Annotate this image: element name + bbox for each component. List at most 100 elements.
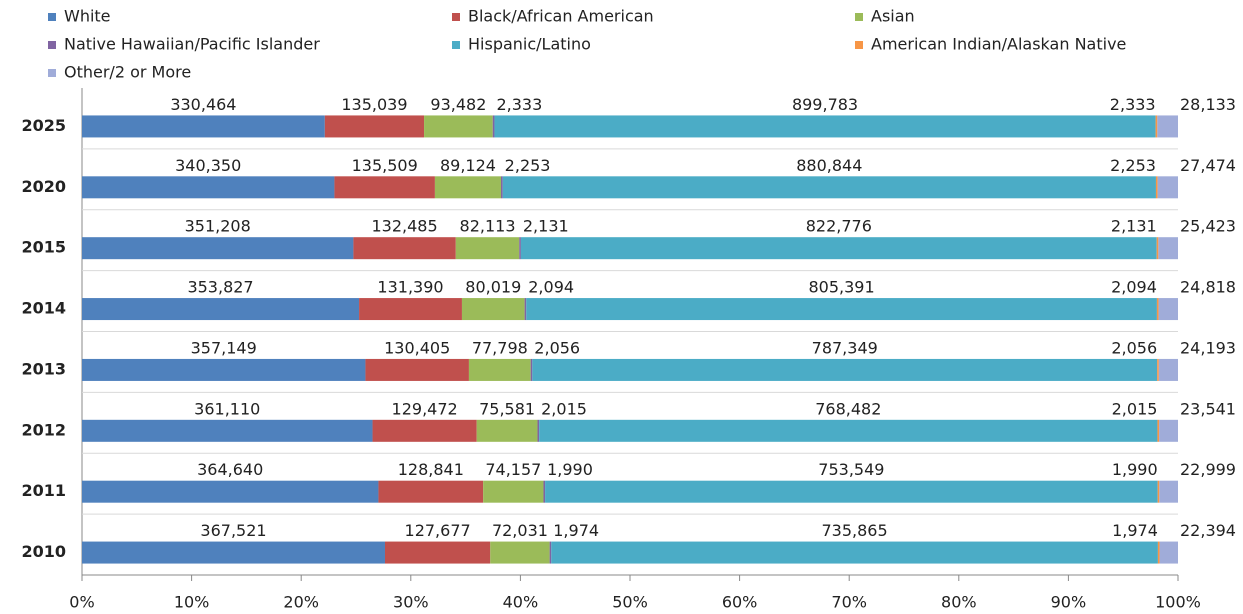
x-tick-label: 50% xyxy=(612,593,648,612)
bar-segment xyxy=(551,541,1158,564)
legend-label: Native Hawaiian/Pacific Islander xyxy=(64,35,320,54)
bar-segment xyxy=(532,358,1158,381)
data-label: 75,581 xyxy=(479,399,535,418)
x-tick-label: 100% xyxy=(1155,593,1201,612)
data-label: 89,124 xyxy=(440,156,496,175)
legend-swatch xyxy=(855,13,863,21)
bar-segment xyxy=(455,237,520,260)
bar-segment xyxy=(501,176,503,199)
bar-segment xyxy=(434,176,502,199)
bar-segment xyxy=(1158,298,1178,321)
bar-segment xyxy=(82,115,325,138)
legend-label: Asian xyxy=(871,7,915,26)
bar-segment xyxy=(82,358,366,381)
y-tick-label: 2012 xyxy=(21,420,66,439)
x-tick-label: 20% xyxy=(283,593,319,612)
data-label: 353,827 xyxy=(187,278,253,297)
bar-segment xyxy=(82,237,354,260)
data-label: 330,464 xyxy=(170,95,236,114)
data-label: 2,056 xyxy=(534,338,580,357)
x-tick-label: 90% xyxy=(1051,593,1087,612)
data-label: 130,405 xyxy=(384,338,450,357)
bar-segment xyxy=(82,480,379,503)
bar-segment xyxy=(1158,358,1178,381)
bar-segment xyxy=(1157,358,1159,381)
data-label: 22,999 xyxy=(1180,460,1236,479)
x-tick-label: 80% xyxy=(941,593,977,612)
data-label: 24,818 xyxy=(1180,278,1236,297)
data-label: 27,474 xyxy=(1180,156,1236,175)
bar-segment xyxy=(1155,115,1158,138)
data-label: 74,157 xyxy=(485,460,541,479)
data-label: 2,015 xyxy=(541,399,587,418)
data-label: 2,253 xyxy=(505,156,551,175)
bar-segment xyxy=(384,541,491,564)
legend-swatch xyxy=(48,13,56,21)
bar-segment xyxy=(1157,115,1178,138)
legend-label: Other/2 or More xyxy=(64,63,191,82)
bar-segment xyxy=(1159,480,1178,503)
data-label: 72,031 xyxy=(492,521,548,540)
data-label: 753,549 xyxy=(818,460,884,479)
bar-segment xyxy=(539,419,1158,442)
bar-segment xyxy=(378,480,484,503)
y-tick-label: 2020 xyxy=(21,177,66,196)
legend-label: Hispanic/Latino xyxy=(468,35,591,54)
bar-segment xyxy=(492,115,495,138)
data-label: 127,677 xyxy=(405,521,471,540)
bar-segment xyxy=(1157,419,1160,442)
data-label: 340,350 xyxy=(175,156,241,175)
data-label: 367,521 xyxy=(200,521,266,540)
legend-label: Black/African American xyxy=(468,7,654,26)
y-tick-label: 2013 xyxy=(21,359,66,378)
bar-segment xyxy=(324,115,425,138)
data-label: 1,990 xyxy=(547,460,593,479)
legend-swatch xyxy=(855,41,863,49)
y-tick-label: 2014 xyxy=(21,299,66,318)
bar-segment xyxy=(1157,541,1160,564)
bar-segment xyxy=(1156,237,1159,260)
legend-swatch xyxy=(48,69,56,77)
x-tick-label: 70% xyxy=(831,593,867,612)
data-label: 2,333 xyxy=(1110,95,1156,114)
bar-segment xyxy=(483,480,544,503)
data-label: 93,482 xyxy=(430,95,486,114)
bar-segment xyxy=(526,298,1157,321)
data-label: 1,974 xyxy=(1112,521,1158,540)
bar-segment xyxy=(1159,419,1178,442)
legend-swatch xyxy=(452,41,460,49)
bar-segment xyxy=(353,237,456,260)
bar-segment xyxy=(359,298,462,321)
bar-segment xyxy=(424,115,493,138)
bar-segment xyxy=(372,419,477,442)
bar-segment xyxy=(520,237,1157,260)
y-tick-label: 2015 xyxy=(21,238,66,257)
x-tick-label: 60% xyxy=(722,593,758,612)
data-label: 28,133 xyxy=(1180,95,1236,114)
y-tick-label: 2010 xyxy=(21,542,66,561)
bar-segment xyxy=(537,419,540,442)
data-label: 768,482 xyxy=(815,399,881,418)
data-label: 822,776 xyxy=(806,217,872,236)
data-label: 2,333 xyxy=(496,95,542,114)
bar-segment xyxy=(530,358,533,381)
data-label: 132,485 xyxy=(372,217,438,236)
x-tick-label: 30% xyxy=(393,593,429,612)
bar-segment xyxy=(524,298,527,321)
bar-segment xyxy=(334,176,435,199)
data-label: 2,015 xyxy=(1112,399,1158,418)
bar-segment xyxy=(1157,176,1178,199)
bar-segment xyxy=(1157,480,1160,503)
data-label: 2,131 xyxy=(523,217,569,236)
data-label: 357,149 xyxy=(191,338,257,357)
legend-label: American Indian/Alaskan Native xyxy=(871,35,1126,54)
bar-segment xyxy=(82,298,360,321)
data-label: 735,865 xyxy=(821,521,887,540)
legend-label: White xyxy=(64,7,111,26)
data-label: 899,783 xyxy=(792,95,858,114)
data-label: 128,841 xyxy=(398,460,464,479)
legend-swatch xyxy=(452,13,460,21)
data-label: 2,094 xyxy=(528,278,574,297)
x-tick-label: 10% xyxy=(174,593,210,612)
data-label: 805,391 xyxy=(809,278,875,297)
